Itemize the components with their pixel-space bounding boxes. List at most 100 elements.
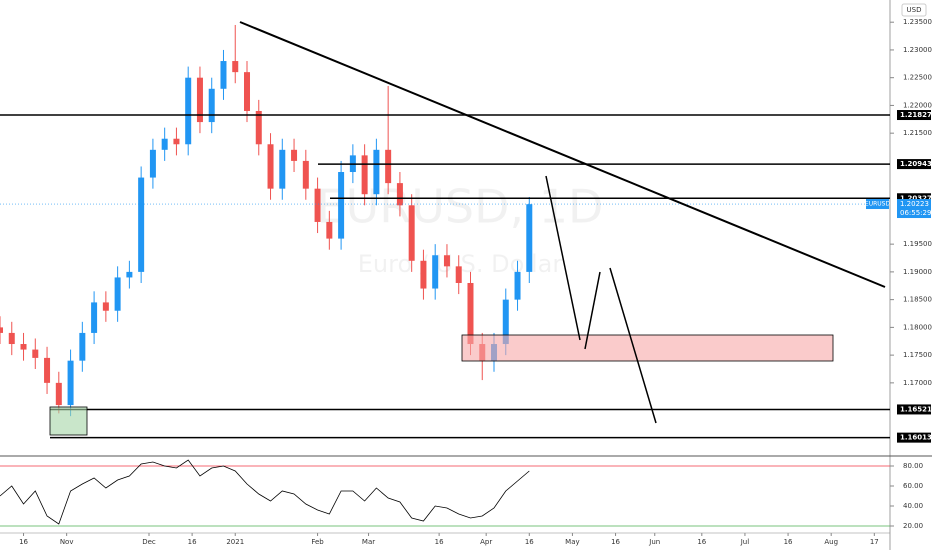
currency-box xyxy=(901,3,927,17)
candle-body xyxy=(44,357,51,383)
y-tick-label: 1.22500 xyxy=(903,74,932,82)
candle-body xyxy=(455,266,462,283)
level-label-box xyxy=(897,110,931,121)
candle-body xyxy=(291,149,298,161)
candle-body xyxy=(208,88,215,123)
rsi-tick-label: 20.00 xyxy=(903,522,923,530)
candle-body xyxy=(338,172,345,239)
candle-body xyxy=(126,271,133,278)
x-tick-label: 16 xyxy=(697,538,706,546)
projection-line xyxy=(609,267,657,424)
y-tick-label: 1.23500 xyxy=(903,18,932,26)
candle-body xyxy=(502,299,509,345)
x-tick-label: 2021 xyxy=(226,538,244,546)
rsi-tick-label: 60.00 xyxy=(903,482,923,490)
watermark: EURUSD, 1D xyxy=(317,180,604,234)
y-tick-label: 1.23000 xyxy=(903,46,932,54)
x-tick-label: 16 xyxy=(188,538,197,546)
x-tick-label: Dec xyxy=(142,538,156,546)
y-tick-label: 1.18500 xyxy=(903,296,932,304)
level-label: 1.20327 xyxy=(900,194,932,202)
x-tick-label: 16 xyxy=(435,538,444,546)
last-price-box xyxy=(897,199,931,219)
level-label-box xyxy=(897,193,931,204)
candle-body xyxy=(20,344,27,350)
candle-body xyxy=(432,255,439,289)
candle-body xyxy=(255,110,262,145)
supply-zone xyxy=(461,334,834,362)
x-tick-label: 16 xyxy=(525,538,534,546)
countdown: 06:55:29 xyxy=(900,209,931,217)
candle-body xyxy=(267,144,274,189)
candle-body xyxy=(67,360,74,406)
candle-body xyxy=(396,183,403,206)
candle-body xyxy=(408,205,415,261)
y-tick-label: 1.17500 xyxy=(903,351,932,359)
candle-body xyxy=(302,160,309,189)
last-price-label: 1.20223 xyxy=(900,200,929,208)
candle-body xyxy=(0,327,3,333)
candle-body xyxy=(91,302,98,333)
candle-body xyxy=(326,221,333,239)
level-label-box xyxy=(897,404,931,415)
x-tick-label: Jun xyxy=(648,538,660,546)
rsi-line xyxy=(0,459,530,525)
candle-body xyxy=(232,61,239,73)
symbol-tag xyxy=(866,199,889,210)
candle-body xyxy=(385,149,392,184)
candle-body xyxy=(361,155,368,195)
y-tick-label: 1.21500 xyxy=(903,129,932,137)
y-tick-label: 1.19500 xyxy=(903,240,932,248)
x-tick-label: 16 xyxy=(611,538,620,546)
x-tick-label: 17 xyxy=(870,538,879,546)
currency: USD xyxy=(907,6,922,14)
candle-body xyxy=(443,255,450,267)
y-tick-label: 1.19000 xyxy=(903,268,932,276)
candle-body xyxy=(220,61,227,89)
x-tick-label: Nov xyxy=(60,538,74,546)
candle-body xyxy=(32,349,39,358)
demand-zone xyxy=(49,406,88,436)
candle-body xyxy=(467,282,474,345)
candle-body xyxy=(279,149,286,189)
x-tick-label: Jul xyxy=(740,538,750,546)
candle-body xyxy=(514,271,521,300)
level-label: 1.20943 xyxy=(900,160,932,168)
x-tick-label: Feb xyxy=(311,538,324,546)
level-label-box xyxy=(897,432,931,443)
candle-body xyxy=(173,138,180,145)
marks: 1.23500 1.23000 1.22500 1.22000 1.21500 1.195… xyxy=(0,18,932,546)
y-tick-label: 1.18000 xyxy=(903,323,932,331)
candle-body xyxy=(420,260,427,289)
x-tick-label: 16 xyxy=(784,538,793,546)
candle-body xyxy=(102,302,109,311)
level-label: 1.21827 xyxy=(900,111,932,119)
candle-body xyxy=(196,77,203,123)
y-tick-label: 1.22000 xyxy=(903,101,932,109)
candle-body xyxy=(8,332,15,345)
candle-body xyxy=(373,149,380,195)
projection-line xyxy=(584,271,601,350)
candle-body xyxy=(114,277,121,311)
rsi-tick-label: 40.00 xyxy=(903,502,923,510)
symbol-tag-text: EURUSD xyxy=(865,201,891,208)
x-tick-label: Mar xyxy=(362,538,375,546)
x-tick-label: Apr xyxy=(480,538,492,546)
level-label: 1.16521 xyxy=(900,405,932,413)
candle-body xyxy=(185,77,192,145)
x-tick-label: 16 xyxy=(19,538,28,546)
candle-body xyxy=(55,382,62,406)
candle-body xyxy=(161,138,168,150)
x-tick-label: Aug xyxy=(824,538,838,546)
rsi-tick-label: 80.00 xyxy=(903,462,923,470)
level-label: 1.16013 xyxy=(900,434,932,442)
candle-body xyxy=(244,72,251,111)
candle-body xyxy=(526,204,533,272)
candle-body xyxy=(149,149,156,178)
candle-body xyxy=(79,332,86,361)
trend-line xyxy=(239,21,886,288)
x-tick-label: May xyxy=(565,538,579,546)
level-label-box xyxy=(897,159,931,170)
